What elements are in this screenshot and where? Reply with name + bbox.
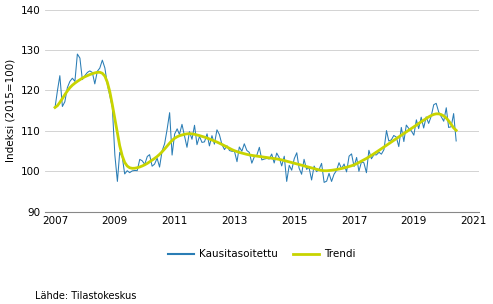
Y-axis label: Indeksi (2015=100): Indeksi (2015=100) [5, 59, 16, 162]
Legend: Kausitasoitettu, Trendi: Kausitasoitettu, Trendi [163, 245, 360, 264]
Text: Lähde: Tilastokeskus: Lähde: Tilastokeskus [35, 291, 136, 301]
